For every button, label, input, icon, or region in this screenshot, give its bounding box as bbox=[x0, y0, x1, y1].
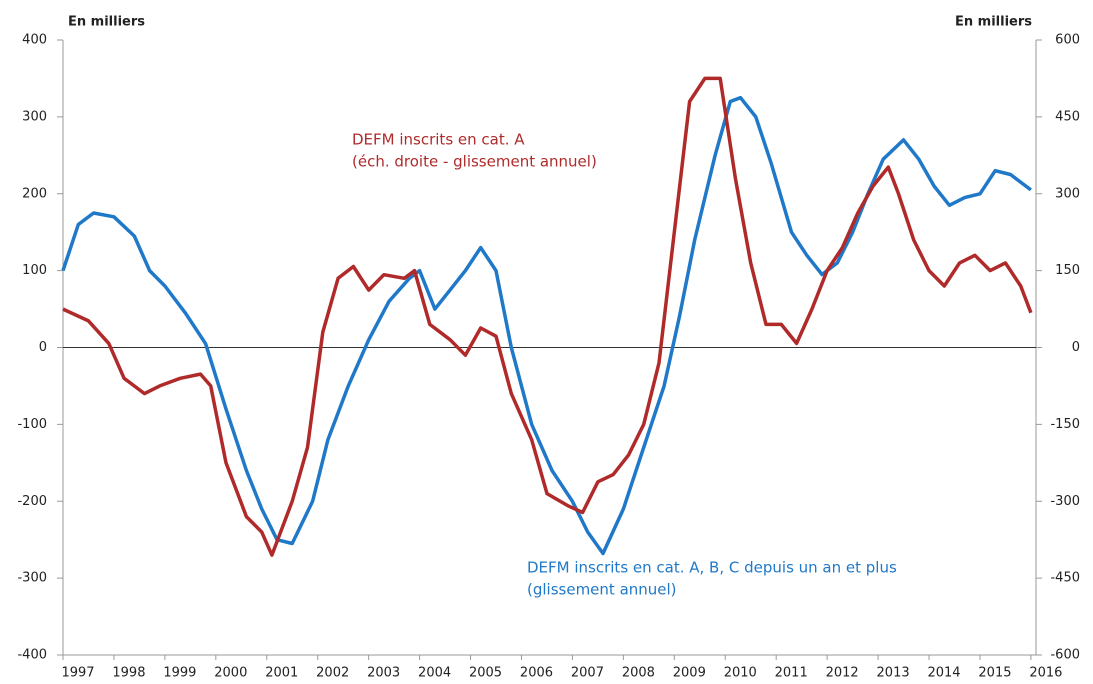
x-tick-label: 1997 bbox=[61, 666, 94, 681]
y2-tick-label: 300 bbox=[1055, 186, 1080, 201]
y2-tick-label: 150 bbox=[1055, 263, 1080, 278]
y-axis-label: En milliers bbox=[68, 15, 145, 30]
y-tick-label: 0 bbox=[39, 340, 47, 355]
y-tick-label: -300 bbox=[17, 571, 47, 586]
y2-tick-label: -150 bbox=[1050, 417, 1080, 432]
x-tick-label: 2011 bbox=[775, 666, 808, 681]
x-tick-label: 2016 bbox=[1029, 666, 1062, 681]
x-tick-label: 2007 bbox=[571, 666, 604, 681]
x-tick-label: 1998 bbox=[112, 666, 145, 681]
x-tick-label: 2009 bbox=[673, 666, 706, 681]
y-tick-label: 300 bbox=[22, 109, 47, 124]
x-tick-label: 2015 bbox=[978, 666, 1011, 681]
x-tick-label: 2000 bbox=[214, 666, 247, 681]
line-series bbox=[62, 76, 1033, 557]
x-tick-label: 2006 bbox=[520, 666, 553, 681]
annotation: (glissement annuel) bbox=[527, 581, 677, 599]
x-tick-label: 1999 bbox=[163, 666, 196, 681]
x-tick-label: 2008 bbox=[622, 666, 655, 681]
y-tick-label: 100 bbox=[22, 263, 47, 278]
x-tick-label: 2001 bbox=[265, 666, 298, 681]
annotation: DEFM inscrits en cat. A bbox=[352, 131, 525, 149]
x-tick-label: 2012 bbox=[826, 666, 859, 681]
y2-tick-label: -600 bbox=[1050, 648, 1080, 663]
x-tick-label: 2003 bbox=[367, 666, 400, 681]
y-tick-label: 400 bbox=[22, 33, 47, 48]
x-tick-label: 2004 bbox=[418, 666, 451, 681]
x-tick-label: 2014 bbox=[927, 666, 960, 681]
y2-tick-label: 0 bbox=[1072, 340, 1080, 355]
y-tick-label: -100 bbox=[17, 417, 47, 432]
line-series bbox=[61, 95, 1032, 556]
y-tick-label: -200 bbox=[17, 494, 47, 509]
y-tick-label: 200 bbox=[22, 186, 47, 201]
y2-tick-label: 600 bbox=[1055, 33, 1080, 48]
annotation: (éch. droite - glissement annuel) bbox=[352, 153, 597, 171]
x-tick-label: 2010 bbox=[724, 666, 757, 681]
x-tick-label: 2005 bbox=[469, 666, 502, 681]
annotation: DEFM inscrits en cat. A, B, C depuis un … bbox=[527, 559, 897, 577]
x-tick-label: 2013 bbox=[877, 666, 910, 681]
x-tick-label: 2002 bbox=[316, 666, 349, 681]
y2-tick-label: -450 bbox=[1050, 571, 1080, 586]
y-tick-label: -400 bbox=[17, 648, 47, 663]
y2-tick-label: -300 bbox=[1050, 494, 1080, 509]
y2-axis-label: En milliers bbox=[955, 15, 1032, 30]
y2-tick-label: 450 bbox=[1055, 109, 1080, 124]
